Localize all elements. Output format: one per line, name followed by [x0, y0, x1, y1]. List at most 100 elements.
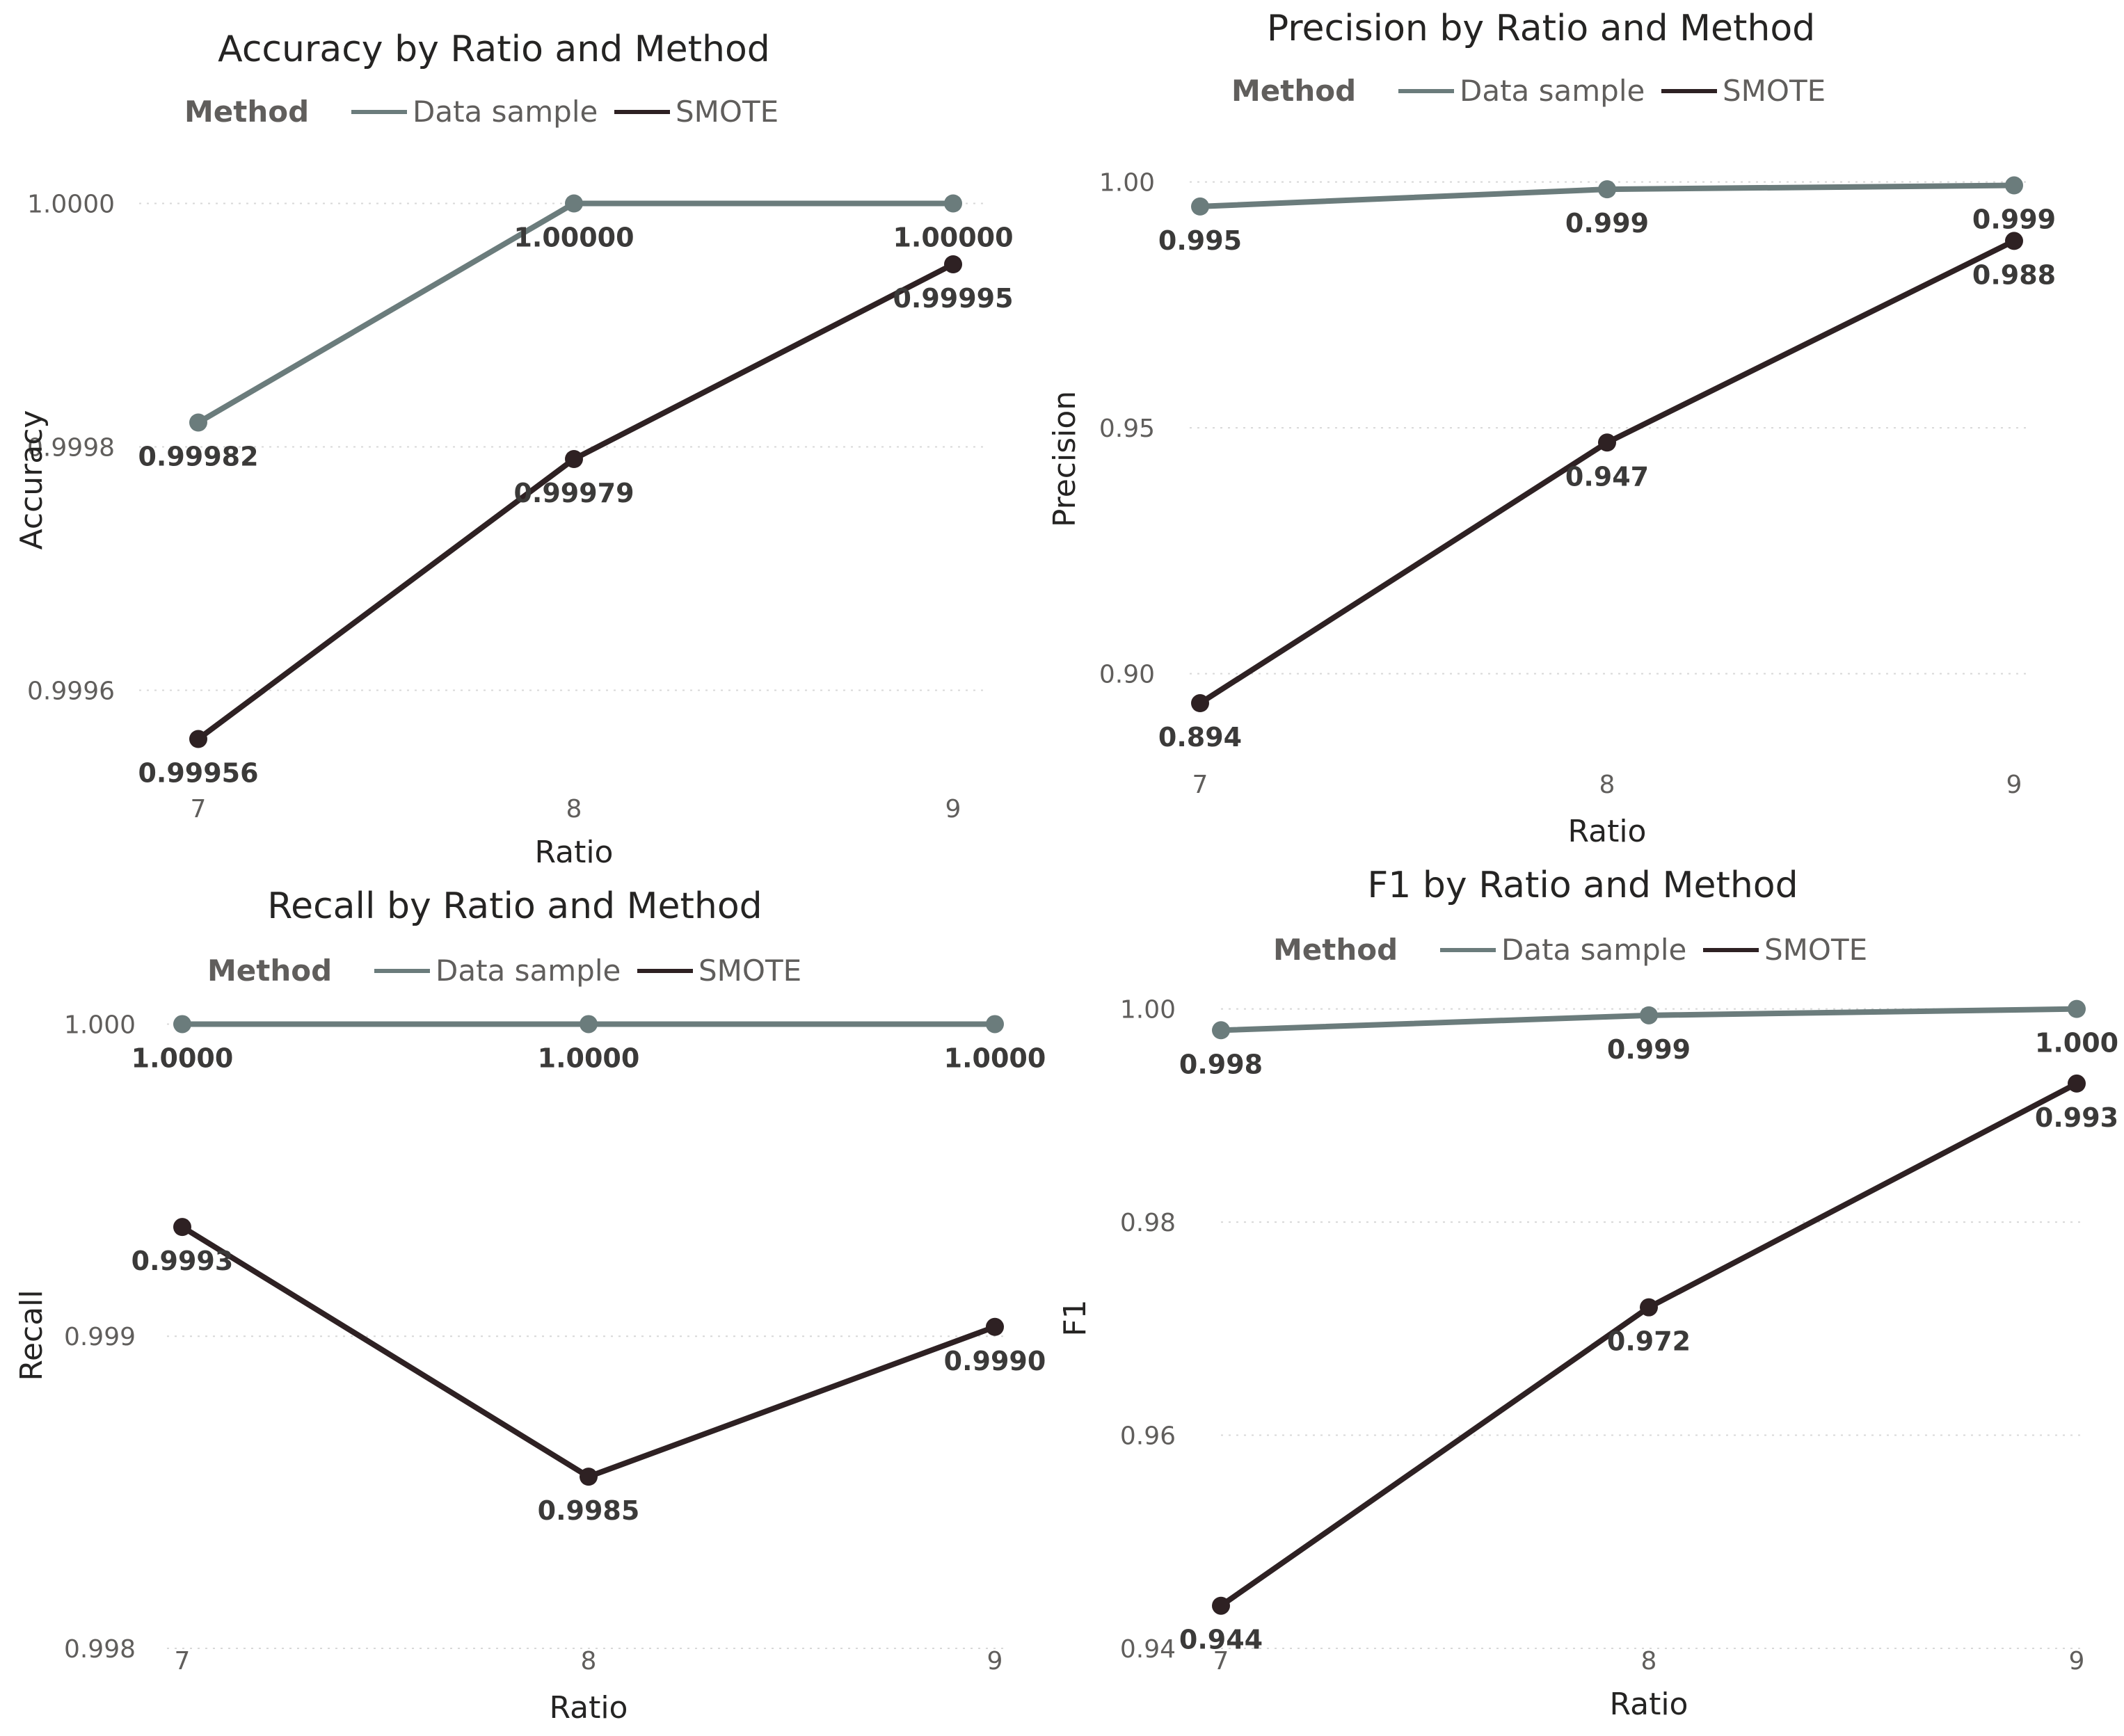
- data-label-smote: 0.99995: [893, 283, 1013, 314]
- data-label-smote: 0.972: [1607, 1326, 1691, 1357]
- data-point-smote[interactable]: [173, 1218, 191, 1237]
- y-tick-label: 1.0000: [27, 191, 115, 219]
- y-tick-label: 0.95: [1099, 415, 1155, 443]
- legend-item-data-sample[interactable]: Data sample: [1460, 74, 1645, 108]
- legend-item-smote[interactable]: SMOTE: [1764, 933, 1867, 967]
- legend-item-smote[interactable]: SMOTE: [698, 954, 801, 988]
- data-label-smote: 0.894: [1158, 722, 1242, 753]
- legend-title: Method: [1273, 933, 1398, 967]
- x-tick-label: 7: [175, 1647, 191, 1675]
- chart-panel-1: Accuracy by Ratio and Method Method Data s…: [14, 29, 1014, 870]
- data-point-data-sample[interactable]: [986, 1015, 1004, 1034]
- data-label-data-sample: 0.999: [1607, 1034, 1691, 1065]
- data-point-data-sample[interactable]: [1191, 197, 1209, 216]
- data-label-data-sample: 0.998: [1179, 1049, 1263, 1079]
- data-point-smote[interactable]: [1212, 1596, 1230, 1615]
- data-label-data-sample: 1.00000: [513, 223, 634, 253]
- series-line-smote[interactable]: [180, 1224, 996, 1480]
- chart-panel-4: F1 by Ratio and Method Method Data sample S…: [1057, 865, 2118, 1722]
- x-tick-label: 9: [2006, 771, 2022, 799]
- legend-item-smote[interactable]: SMOTE: [1723, 74, 1826, 108]
- data-label-smote: 0.99956: [138, 758, 258, 789]
- x-axis-label: Ratio: [1610, 1687, 1688, 1722]
- y-tick-label: 0.998: [64, 1635, 136, 1664]
- x-tick-label: 7: [191, 795, 207, 823]
- data-point-smote[interactable]: [2068, 1074, 2086, 1093]
- data-label-smote: 0.988: [1972, 259, 2056, 290]
- legend-item-data-sample[interactable]: Data sample: [1501, 933, 1686, 967]
- data-point-data-sample[interactable]: [189, 413, 207, 432]
- data-point-smote[interactable]: [986, 1317, 1004, 1336]
- data-label-smote: 0.99979: [513, 478, 634, 508]
- data-point-data-sample[interactable]: [173, 1015, 191, 1034]
- data-point-smote[interactable]: [1598, 433, 1616, 452]
- data-point-data-sample[interactable]: [1640, 1006, 1658, 1024]
- data-point-smote[interactable]: [580, 1468, 598, 1486]
- data-label-smote: 0.944: [1179, 1625, 1263, 1655]
- chart-panel-3: Recall by Ratio and Method Method Data sam…: [14, 885, 1046, 1726]
- data-point-data-sample[interactable]: [944, 194, 962, 213]
- legend-item-data-sample[interactable]: Data sample: [436, 954, 621, 988]
- data-point-data-sample[interactable]: [2068, 999, 2086, 1018]
- data-point-smote[interactable]: [189, 730, 207, 748]
- data-label-data-sample: 1.0000: [131, 1043, 234, 1073]
- x-axis-label: Ratio: [535, 835, 614, 870]
- x-tick-label: 9: [987, 1647, 1003, 1675]
- data-label-data-sample: 0.99982: [138, 442, 258, 472]
- y-axis-label: Recall: [14, 1289, 49, 1381]
- legend-title: Method: [1231, 74, 1356, 108]
- data-label-data-sample: 1.0000: [944, 1043, 1046, 1073]
- y-axis-label: F1: [1057, 1299, 1093, 1336]
- x-tick-label: 7: [1213, 1647, 1229, 1675]
- legend-item-data-sample[interactable]: Data sample: [413, 95, 598, 129]
- data-point-smote[interactable]: [565, 450, 583, 468]
- y-tick-label: 1.000: [64, 1011, 136, 1039]
- y-axis-label: Precision: [1047, 391, 1083, 527]
- x-axis-label: Ratio: [550, 1690, 628, 1726]
- data-point-smote[interactable]: [944, 255, 962, 273]
- x-axis-label: Ratio: [1568, 814, 1647, 849]
- y-tick-label: 0.9998: [27, 434, 115, 463]
- y-tick-label: 0.90: [1099, 661, 1155, 689]
- chart-title: Recall by Ratio and Method: [267, 885, 762, 927]
- y-tick-label: 0.98: [1120, 1209, 1176, 1237]
- data-point-data-sample[interactable]: [1598, 180, 1616, 199]
- y-tick-label: 0.999: [64, 1323, 136, 1351]
- chart-panel-2: Precision by Ratio and Method Method Data …: [1047, 8, 2056, 849]
- x-tick-label: 8: [1599, 771, 1615, 799]
- data-point-smote[interactable]: [1640, 1298, 1658, 1317]
- data-point-data-sample[interactable]: [580, 1015, 598, 1034]
- x-tick-label: 8: [581, 1647, 597, 1675]
- chart-title: Accuracy by Ratio and Method: [218, 29, 770, 70]
- y-tick-label: 1.00: [1099, 169, 1155, 198]
- legend-title: Method: [207, 954, 332, 988]
- y-tick-label: 0.96: [1120, 1422, 1176, 1451]
- data-label-data-sample: 0.999: [1565, 208, 1649, 239]
- x-tick-label: 9: [945, 795, 961, 823]
- y-tick-label: 1.00: [1120, 996, 1176, 1024]
- data-label-data-sample: 0.995: [1158, 225, 1242, 256]
- x-tick-label: 7: [1192, 771, 1208, 799]
- data-point-smote[interactable]: [2005, 232, 2023, 250]
- data-point-data-sample[interactable]: [565, 194, 583, 213]
- data-label-smote: 0.947: [1565, 461, 1649, 492]
- legend-title: Method: [184, 95, 309, 129]
- data-label-smote: 0.9990: [944, 1346, 1046, 1376]
- data-label-data-sample: 1.00000: [893, 223, 1013, 253]
- y-axis-label: Accuracy: [14, 410, 49, 550]
- chart-title: Precision by Ratio and Method: [1267, 8, 1815, 49]
- y-tick-label: 0.9996: [27, 677, 115, 706]
- data-label-smote: 0.993: [2035, 1102, 2118, 1133]
- legend-item-smote[interactable]: SMOTE: [676, 95, 778, 129]
- data-point-data-sample[interactable]: [2005, 176, 2023, 195]
- chart-title: F1 by Ratio and Method: [1367, 865, 1798, 906]
- data-point-data-sample[interactable]: [1212, 1021, 1230, 1040]
- x-tick-label: 8: [566, 795, 582, 823]
- data-label-data-sample: 0.999: [1972, 204, 2056, 235]
- data-label-smote: 0.9985: [538, 1495, 640, 1526]
- x-tick-label: 8: [1641, 1647, 1657, 1675]
- data-label-data-sample: 1.000: [2035, 1028, 2118, 1059]
- data-label-data-sample: 1.0000: [538, 1043, 640, 1073]
- data-point-smote[interactable]: [1191, 694, 1209, 713]
